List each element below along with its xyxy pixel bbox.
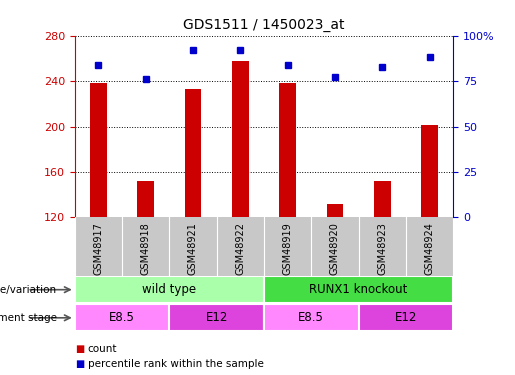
Text: wild type: wild type <box>142 283 196 296</box>
Text: E8.5: E8.5 <box>109 311 135 324</box>
Text: GSM48921: GSM48921 <box>188 222 198 275</box>
Text: RUNX1 knockout: RUNX1 knockout <box>310 283 408 296</box>
Bar <box>264 276 453 303</box>
Text: ■: ■ <box>75 359 84 369</box>
Text: E12: E12 <box>394 311 417 324</box>
Bar <box>421 125 438 218</box>
Text: development stage: development stage <box>0 313 57 323</box>
Bar <box>169 304 264 332</box>
Text: genotype/variation: genotype/variation <box>0 285 57 295</box>
Text: ■: ■ <box>75 344 84 354</box>
Text: GSM48924: GSM48924 <box>424 222 435 275</box>
Text: GSM48919: GSM48919 <box>283 222 293 275</box>
Bar <box>90 83 107 218</box>
Text: GSM48920: GSM48920 <box>330 222 340 275</box>
Bar <box>279 83 296 218</box>
Text: E12: E12 <box>205 311 228 324</box>
Bar <box>75 304 169 332</box>
Text: percentile rank within the sample: percentile rank within the sample <box>88 359 264 369</box>
Bar <box>358 304 453 332</box>
Text: GSM48922: GSM48922 <box>235 222 245 275</box>
Title: GDS1511 / 1450023_at: GDS1511 / 1450023_at <box>183 18 345 32</box>
Text: count: count <box>88 344 117 354</box>
Bar <box>232 61 249 217</box>
Bar <box>374 181 390 218</box>
Text: E8.5: E8.5 <box>298 311 324 324</box>
Bar <box>185 89 201 218</box>
Text: GSM48917: GSM48917 <box>93 222 104 275</box>
Text: GSM48923: GSM48923 <box>377 222 387 275</box>
Bar <box>327 204 343 218</box>
Bar <box>75 276 264 303</box>
Bar <box>138 181 154 218</box>
Text: GSM48918: GSM48918 <box>141 222 151 275</box>
Bar <box>264 304 358 332</box>
